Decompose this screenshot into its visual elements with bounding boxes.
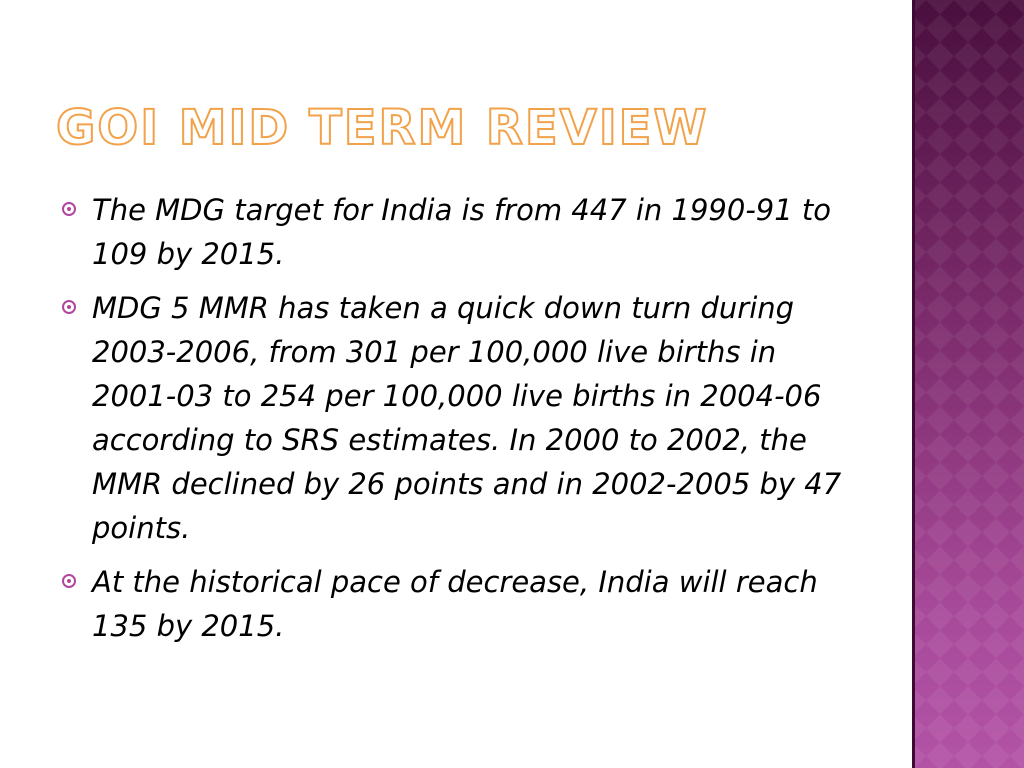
bullet-list: The MDG target for India is from 447 in … (60, 188, 850, 658)
slide-title: GoI Mid Term Review (55, 100, 709, 156)
circle-dot-bullet-icon (62, 574, 76, 588)
bullet-item: At the historical pace of decrease, Indi… (60, 560, 850, 648)
bullet-text: At the historical pace of decrease, Indi… (92, 565, 818, 643)
bullet-item: MDG 5 MMR has taken a quick down turn du… (60, 286, 850, 550)
bullet-text: MDG 5 MMR has taken a quick down turn du… (92, 291, 842, 545)
bullet-item: The MDG target for India is from 447 in … (60, 188, 850, 276)
bullet-text: The MDG target for India is from 447 in … (92, 193, 832, 271)
circle-dot-bullet-icon (62, 300, 76, 314)
circle-dot-bullet-icon (62, 202, 76, 216)
decorative-side-band (912, 0, 1024, 768)
